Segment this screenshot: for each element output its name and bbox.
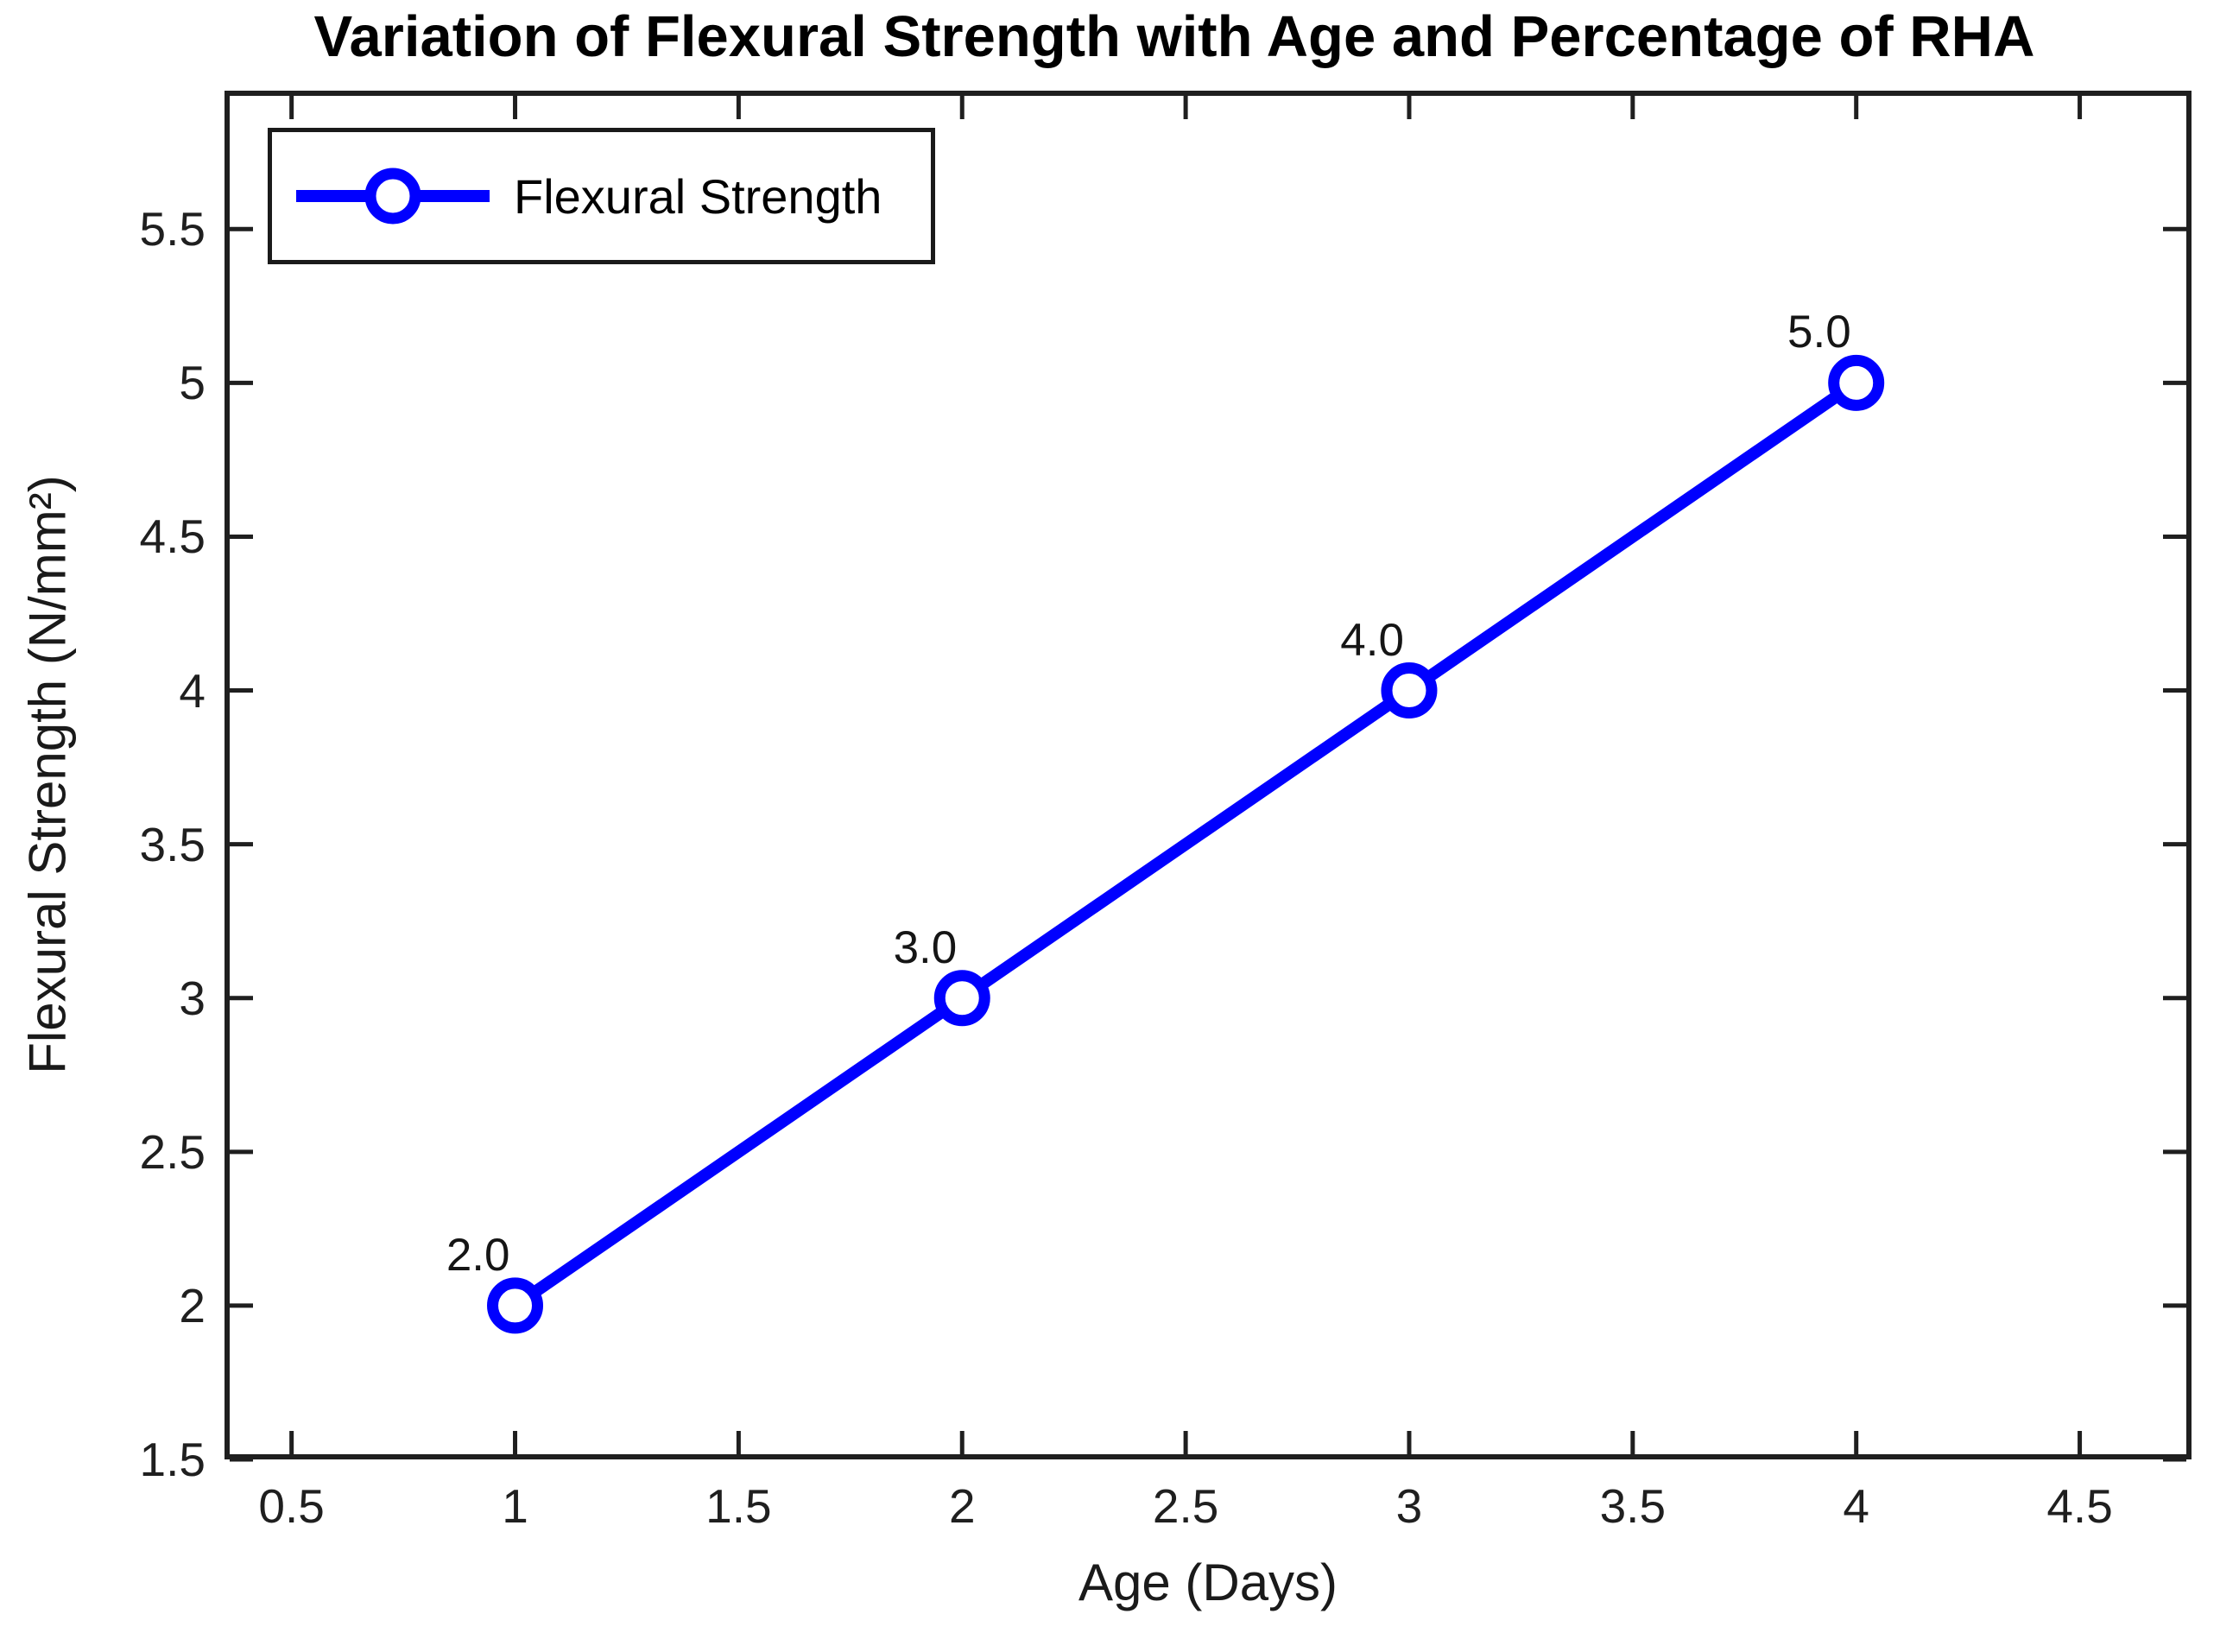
x-tick-label: 4.5 bbox=[2046, 1479, 2113, 1533]
data-point-label: 5.0 bbox=[1787, 307, 1851, 358]
y-axis-label: Flexural Strength (N/mm²) bbox=[18, 475, 77, 1074]
legend-line-marker-icon bbox=[296, 168, 490, 225]
legend: Flexural Strength bbox=[268, 128, 935, 264]
y-tick-label: 3.5 bbox=[139, 817, 206, 871]
chart-title: Variation of Flexural Strength with Age … bbox=[313, 4, 2035, 69]
y-tick-label: 5 bbox=[179, 356, 206, 410]
axes-box bbox=[225, 91, 2192, 1459]
data-point-marker bbox=[487, 1277, 544, 1334]
x-tick-label: 1.5 bbox=[705, 1479, 772, 1533]
y-tick-label: 2.5 bbox=[139, 1124, 206, 1179]
y-tick-label: 1.5 bbox=[139, 1433, 206, 1486]
y-tick-label: 3 bbox=[179, 971, 206, 1025]
y-tick-label: 5.5 bbox=[139, 202, 206, 256]
y-tick-label: 4 bbox=[179, 663, 206, 718]
x-tick-label: 3.5 bbox=[1599, 1479, 1667, 1533]
data-point-marker bbox=[1381, 662, 1438, 719]
data-point-label: 4.0 bbox=[1340, 614, 1404, 666]
y-tick-label: 2 bbox=[179, 1278, 206, 1332]
x-tick-label: 4 bbox=[1843, 1479, 1869, 1533]
data-point-marker bbox=[1828, 354, 1885, 411]
series-line bbox=[509, 377, 1863, 1312]
x-tick-label: 2 bbox=[948, 1479, 976, 1533]
x-tick-label: 1 bbox=[502, 1479, 528, 1533]
y-tick-label: 4.5 bbox=[139, 510, 206, 564]
legend-entry-label: Flexural Strength bbox=[514, 168, 882, 224]
data-point-marker bbox=[933, 970, 990, 1027]
x-tick-label: 2.5 bbox=[1152, 1479, 1219, 1533]
x-tick-label: 0.5 bbox=[258, 1479, 325, 1533]
data-point-label: 2.0 bbox=[446, 1229, 510, 1281]
x-tick-label: 3 bbox=[1395, 1479, 1423, 1533]
x-axis-label: Age (Days) bbox=[1078, 1554, 1338, 1611]
data-point-label: 3.0 bbox=[893, 921, 958, 973]
